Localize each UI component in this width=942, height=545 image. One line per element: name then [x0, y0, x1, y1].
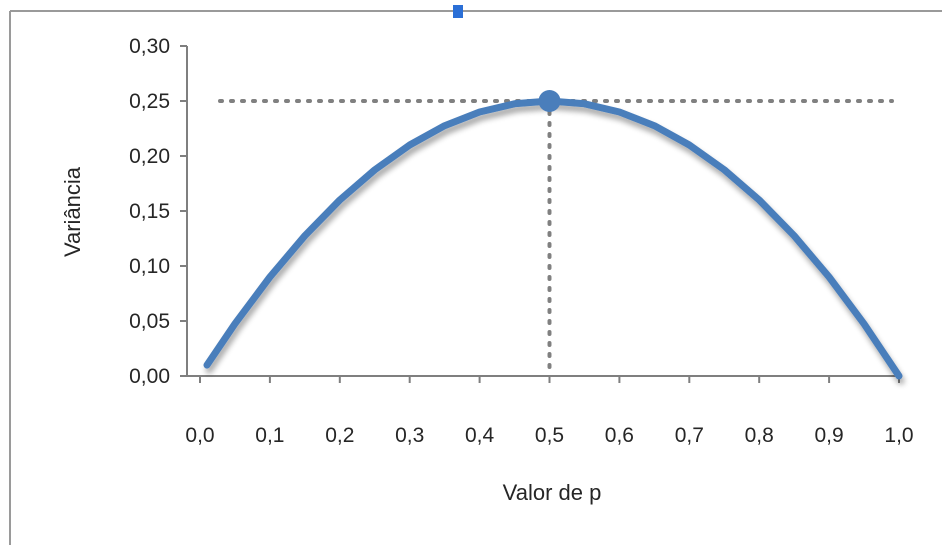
y-tick-label: 0,25: [129, 90, 170, 113]
y-axis-ticks: 0,00 0,05 0,10 0,15 0,20 0,25 0,30: [129, 35, 187, 388]
x-tick-label: 0,6: [605, 424, 634, 447]
x-tick-label: 0,3: [395, 424, 424, 447]
y-tick-label: 0,20: [129, 145, 170, 168]
y-tick-label: 0,30: [129, 35, 170, 58]
x-tick-label: 0,0: [185, 424, 214, 447]
x-tick-label: 0,4: [465, 424, 495, 447]
series-line: [203, 97, 903, 380]
y-axis-title: Variância: [60, 166, 85, 257]
x-tick-label: 0,5: [535, 424, 564, 447]
x-tick-label: 0,8: [745, 424, 774, 447]
y-tick-label: 0,05: [129, 310, 170, 333]
x-tick-label: 0,2: [325, 424, 354, 447]
x-axis-ticks: 0,0 0,1 0,2 0,3 0,4 0,5 0,6 0,7 0,8 0,9 1,0: [185, 376, 914, 447]
y-tick-label: 0,15: [129, 200, 170, 223]
x-axis-title: Valor de p: [503, 480, 602, 505]
y-tick-label: 0,10: [129, 255, 170, 278]
x-tick-label: 0,1: [255, 424, 284, 447]
peak-point: [538, 90, 561, 112]
y-tick-label: 0,00: [129, 365, 170, 388]
x-tick-label: 0,7: [675, 424, 704, 447]
x-tick-label: 1,0: [884, 424, 913, 447]
resize-handle-icon[interactable]: [453, 5, 463, 18]
x-tick-label: 0,9: [814, 424, 843, 447]
